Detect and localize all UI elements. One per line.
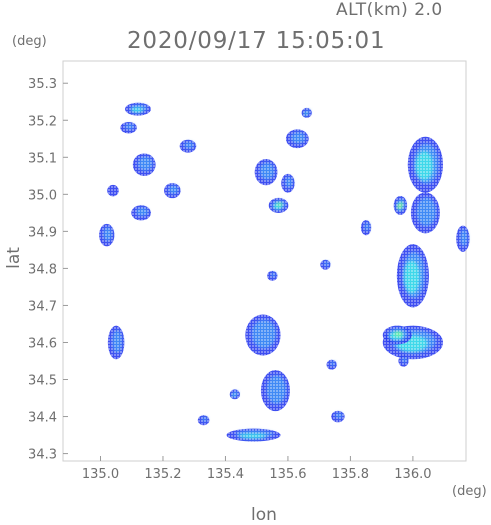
radar-echo xyxy=(125,102,151,116)
radar-echo xyxy=(268,197,289,213)
x-tick-label: 135.0 xyxy=(82,467,119,482)
radar-echo xyxy=(260,370,290,412)
y-tick-label: 34.8 xyxy=(28,262,57,277)
x-axis-label: lon xyxy=(251,505,277,525)
y-tick-label: 35.3 xyxy=(28,77,57,92)
echo-texture xyxy=(254,159,278,186)
y-tick-label: 34.5 xyxy=(28,374,57,389)
radar-echo xyxy=(382,325,412,345)
x-tick-label: 135.2 xyxy=(144,467,181,482)
echo-texture xyxy=(393,196,408,215)
x-tick-label: 135.8 xyxy=(332,467,369,482)
echo-texture xyxy=(179,139,197,153)
radar-echo xyxy=(456,225,470,252)
echo-texture xyxy=(132,153,156,176)
x-tick-label: 135.4 xyxy=(207,467,244,482)
echo-texture xyxy=(410,192,440,234)
timestamp-title: 2020/09/17 15:05:01 xyxy=(127,28,386,54)
echo-texture xyxy=(245,314,281,356)
radar-echo xyxy=(229,389,240,400)
radar-echo xyxy=(281,173,295,193)
y-tick-label: 34.3 xyxy=(28,448,57,463)
echo-texture xyxy=(285,129,309,149)
radar-echo xyxy=(226,428,281,442)
echo-texture xyxy=(226,428,281,442)
radar-echo xyxy=(179,139,197,153)
echo-texture xyxy=(281,173,295,193)
echo-texture xyxy=(382,325,412,345)
y-tick-label: 35.0 xyxy=(28,188,57,203)
echo-texture xyxy=(99,223,115,247)
radar-echo xyxy=(99,223,115,247)
radar-echo xyxy=(393,196,408,215)
echo-layer xyxy=(99,102,470,442)
radar-echo xyxy=(267,270,278,281)
echo-texture xyxy=(301,107,312,118)
echo-texture xyxy=(125,102,151,116)
radar-echo xyxy=(407,136,444,193)
radar-echo xyxy=(197,415,210,426)
lat-unit-label: (deg) xyxy=(12,34,47,49)
lon-unit-label: (deg) xyxy=(452,484,487,499)
echo-texture xyxy=(320,259,331,270)
y-tick-label: 34.4 xyxy=(28,411,57,426)
y-tick-label: 35.2 xyxy=(28,114,57,129)
echo-texture xyxy=(267,270,278,281)
altitude-label: ALT(km) 2.0 xyxy=(336,0,443,20)
radar-echo xyxy=(120,121,137,134)
echo-texture xyxy=(360,220,372,236)
echo-texture xyxy=(331,410,345,423)
echo-texture xyxy=(398,355,409,367)
radar-echo xyxy=(410,192,440,234)
echo-texture xyxy=(260,370,290,412)
x-tick-label: 135.6 xyxy=(269,467,306,482)
plot-frame xyxy=(62,60,467,462)
x-tick-label: 136.0 xyxy=(394,467,431,482)
echo-texture xyxy=(456,225,470,252)
radar-echo xyxy=(131,205,151,221)
y-tick-label: 34.9 xyxy=(28,225,57,240)
echo-texture xyxy=(107,325,125,360)
echo-texture xyxy=(407,136,444,193)
radar-echo xyxy=(285,129,309,149)
radar-echo xyxy=(396,244,429,308)
radar-echo xyxy=(320,259,331,270)
radar-echo xyxy=(107,184,119,197)
x-ticks: 135.0 135.2 135.4 135.6 135.8 136.0 xyxy=(82,456,432,482)
echo-texture xyxy=(120,121,137,134)
radar-echo xyxy=(331,410,345,423)
radar-echo xyxy=(360,220,372,236)
echo-texture xyxy=(396,244,429,308)
radar-echo xyxy=(132,153,156,176)
radar-echo xyxy=(398,355,409,367)
radar-echo xyxy=(326,359,337,370)
echo-texture xyxy=(131,205,151,221)
radar-echo xyxy=(107,325,125,360)
echo-texture xyxy=(229,389,240,400)
radar-echo xyxy=(254,159,278,186)
y-tick-label: 35.1 xyxy=(28,151,57,166)
y-tick-label: 34.6 xyxy=(28,336,57,351)
y-ticks: 34.3 34.4 34.5 34.6 34.7 34.8 34.9 35.0 35.1 35.2… xyxy=(28,77,68,463)
radar-echo xyxy=(245,314,281,356)
echo-texture xyxy=(326,359,337,370)
radar-echo xyxy=(301,107,312,118)
echo-texture xyxy=(197,415,210,426)
echo-texture xyxy=(268,197,289,213)
y-tick-label: 34.7 xyxy=(28,299,57,314)
echo-texture xyxy=(164,183,181,199)
radar-echo xyxy=(164,183,181,199)
echo-texture xyxy=(107,184,119,197)
